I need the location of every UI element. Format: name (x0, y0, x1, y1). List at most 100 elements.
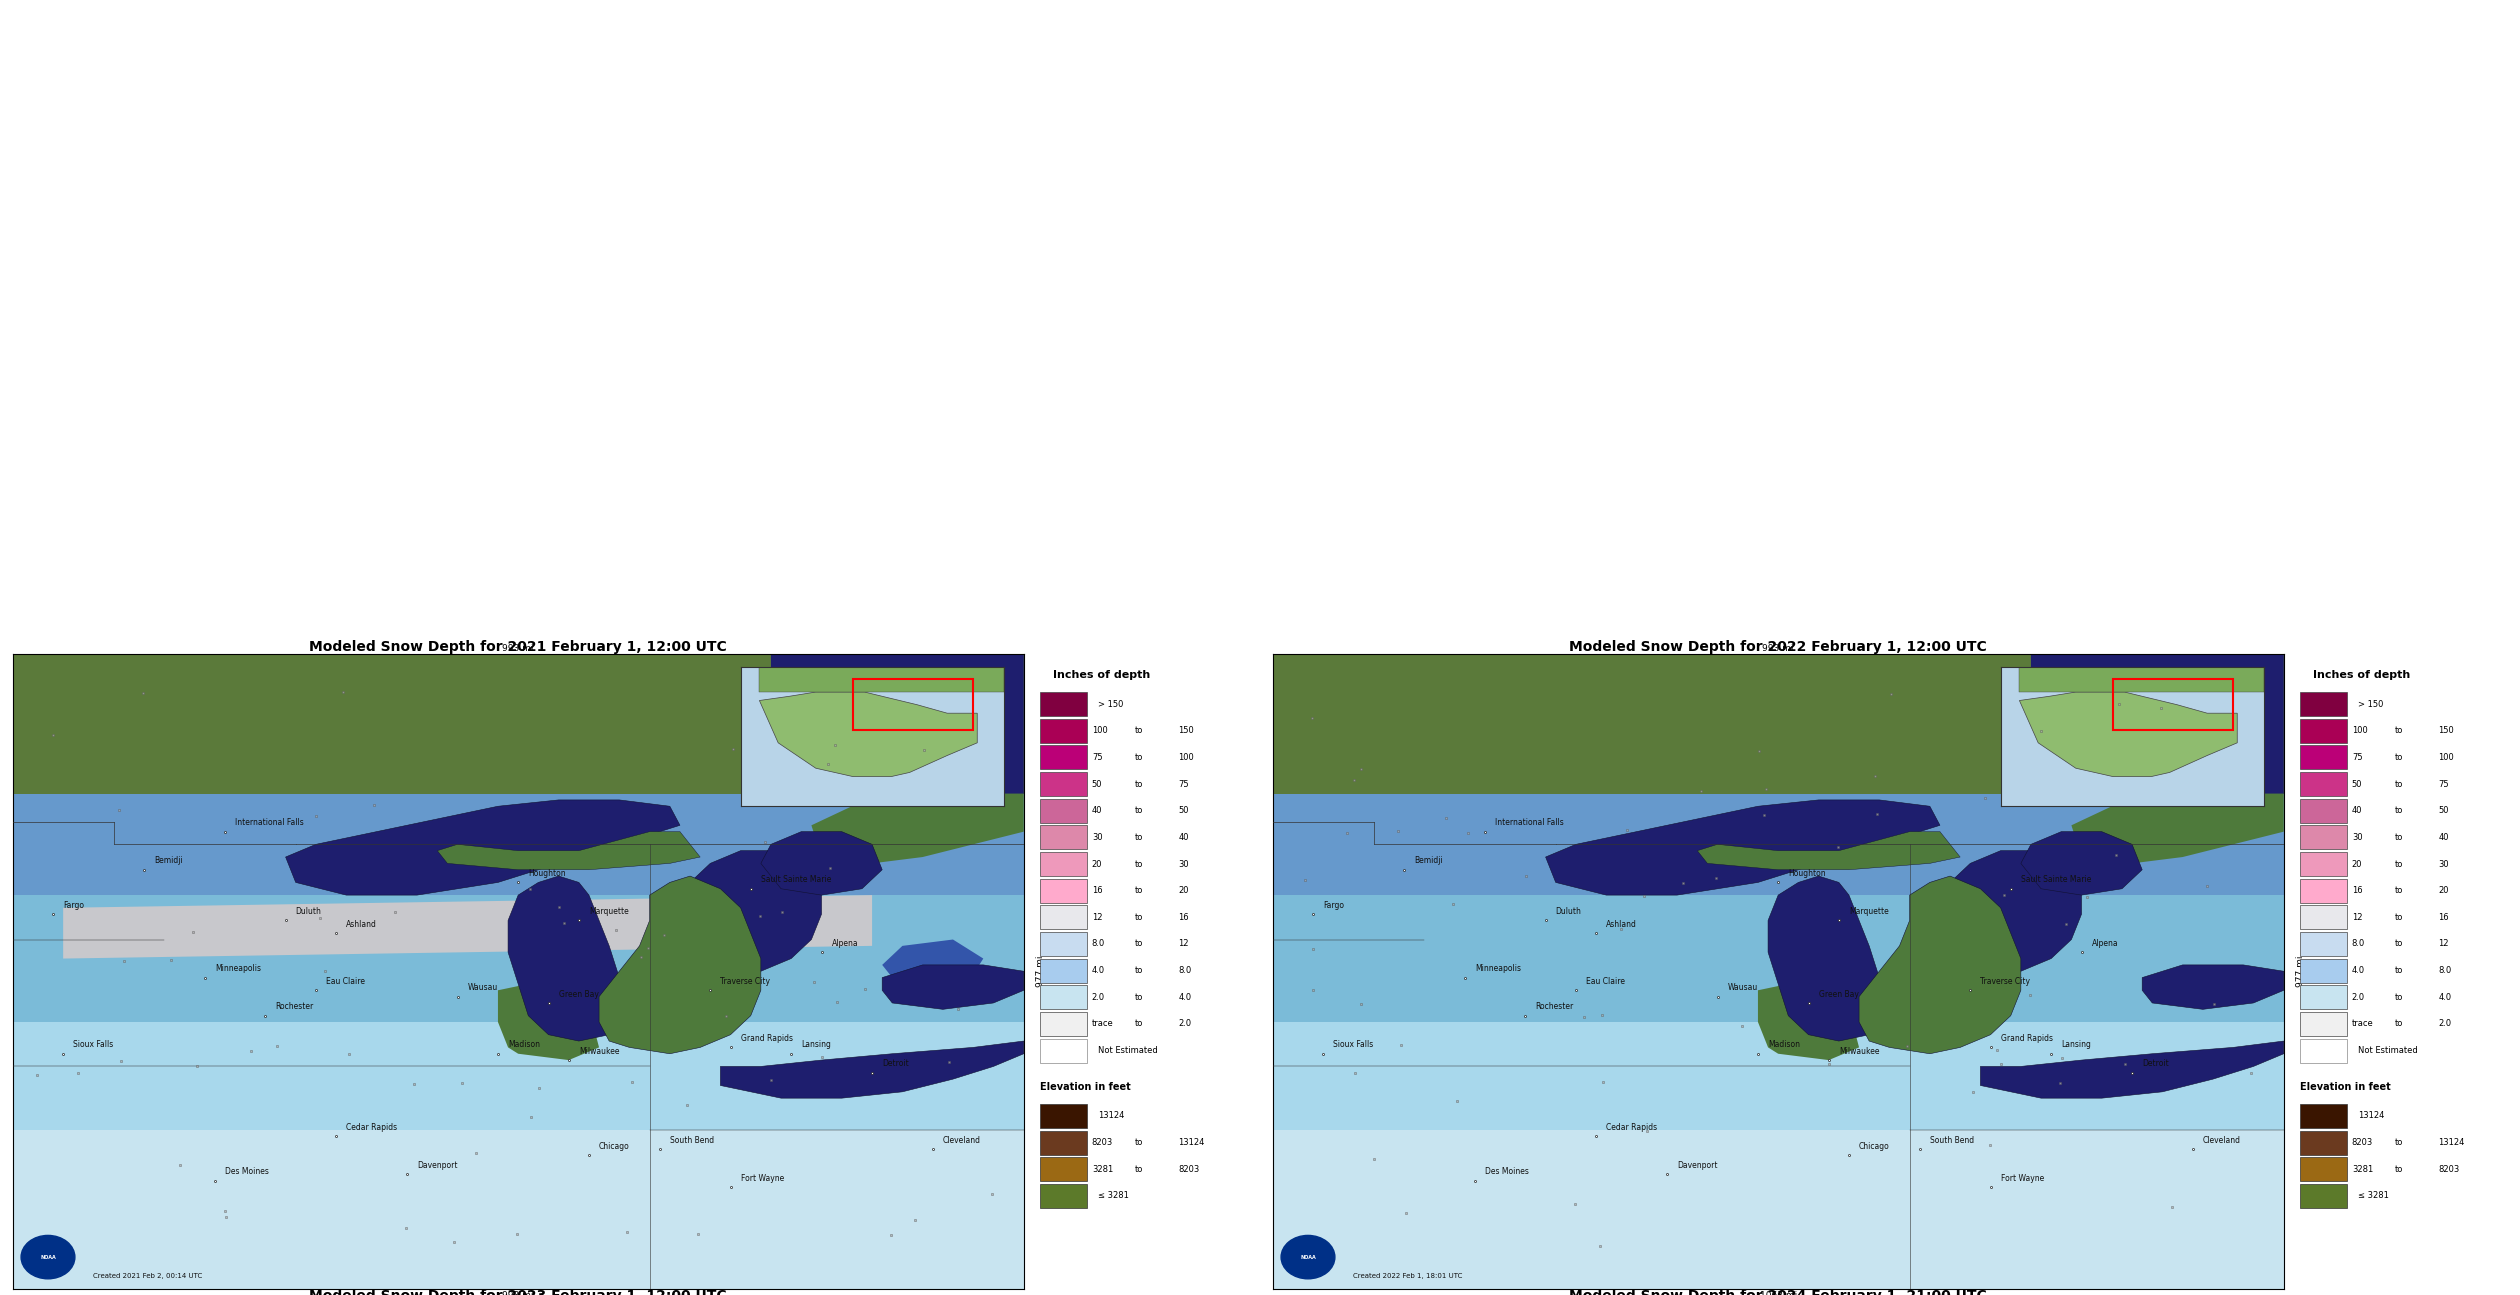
Text: to: to (2394, 780, 2404, 789)
Text: 30: 30 (2439, 860, 2449, 869)
Text: Green Bay: Green Bay (1819, 989, 1857, 998)
FancyBboxPatch shape (2301, 1039, 2349, 1063)
Text: 150: 150 (1179, 726, 1194, 736)
Text: Alpena: Alpena (2092, 939, 2119, 948)
FancyBboxPatch shape (1041, 1011, 1089, 1036)
Text: Wausau: Wausau (1729, 983, 1759, 992)
FancyBboxPatch shape (2301, 958, 2349, 983)
FancyBboxPatch shape (1041, 746, 1089, 769)
Polygon shape (1940, 851, 2082, 971)
Polygon shape (1698, 831, 1961, 870)
Text: 8203: 8203 (1179, 1164, 1200, 1173)
Text: to: to (2394, 726, 2404, 736)
Text: to: to (1134, 913, 1144, 922)
Text: Sault Sainte Marie: Sault Sainte Marie (2021, 875, 2092, 884)
Text: 3281: 3281 (1091, 1164, 1114, 1173)
Text: Minneapolis: Minneapolis (214, 965, 262, 974)
Text: 75: 75 (2439, 780, 2449, 789)
Polygon shape (499, 984, 600, 1061)
FancyBboxPatch shape (2301, 825, 2349, 850)
Text: Fargo: Fargo (1323, 901, 1343, 910)
FancyBboxPatch shape (2301, 1158, 2349, 1181)
Polygon shape (1273, 654, 2283, 794)
FancyBboxPatch shape (1041, 825, 1089, 850)
Text: 30: 30 (1091, 833, 1101, 842)
Text: ≤ 3281: ≤ 3281 (1099, 1191, 1129, 1200)
Text: Milwaukee: Milwaukee (580, 1046, 620, 1055)
Polygon shape (600, 875, 761, 1054)
Text: 8.0: 8.0 (1179, 966, 1192, 975)
Polygon shape (761, 831, 882, 895)
Text: 100: 100 (1179, 752, 1194, 761)
Text: Bemidji: Bemidji (1414, 856, 1444, 865)
Text: to: to (1134, 1164, 1144, 1173)
Text: 8.0: 8.0 (2439, 966, 2452, 975)
Text: 40: 40 (1091, 807, 1101, 816)
Text: to: to (2394, 752, 2404, 761)
Polygon shape (285, 800, 680, 895)
Text: Green Bay: Green Bay (559, 989, 597, 998)
Polygon shape (13, 1022, 1023, 1162)
Polygon shape (771, 654, 1023, 813)
Text: 50: 50 (2439, 807, 2449, 816)
FancyBboxPatch shape (2301, 799, 2349, 822)
Polygon shape (680, 851, 822, 971)
Text: to: to (2394, 913, 2404, 922)
FancyBboxPatch shape (2301, 1184, 2349, 1208)
Text: to: to (1134, 780, 1144, 789)
FancyBboxPatch shape (1041, 852, 1089, 877)
Text: 20: 20 (2439, 886, 2449, 895)
Polygon shape (438, 831, 701, 870)
Text: to: to (1134, 807, 1144, 816)
Text: Madison: Madison (1769, 1040, 1799, 1049)
Text: 12: 12 (1091, 913, 1101, 922)
Text: 40: 40 (2439, 833, 2449, 842)
Text: 20: 20 (1179, 886, 1189, 895)
Title: Modeled Snow Depth for 2021 February 1, 12:00 UTC: Modeled Snow Depth for 2021 February 1, … (310, 640, 728, 654)
Text: to: to (2394, 860, 2404, 869)
Polygon shape (13, 1129, 1023, 1289)
Text: 4.0: 4.0 (2439, 993, 2452, 1002)
Text: trace: trace (2351, 1019, 2374, 1028)
Text: Cedar Rapids: Cedar Rapids (1605, 1123, 1658, 1132)
Text: trace: trace (1091, 1019, 1114, 1028)
FancyBboxPatch shape (1041, 1158, 1089, 1181)
FancyBboxPatch shape (2301, 692, 2349, 716)
Polygon shape (1759, 984, 1860, 1061)
Text: Eau Claire: Eau Claire (1585, 976, 1625, 985)
Text: to: to (2394, 807, 2404, 816)
Polygon shape (509, 875, 620, 1041)
Text: Elevation in feet: Elevation in feet (1041, 1081, 1131, 1092)
Text: 3281: 3281 (2351, 1164, 2374, 1173)
Title: Modeled Snow Depth for 2022 February 1, 12:00 UTC: Modeled Snow Depth for 2022 February 1, … (1570, 640, 1988, 654)
Text: 30: 30 (2351, 833, 2361, 842)
Text: International Falls: International Falls (1494, 818, 1565, 828)
Text: Sioux Falls: Sioux Falls (1333, 1040, 1373, 1049)
Text: International Falls: International Falls (234, 818, 305, 828)
Text: 4.0: 4.0 (1179, 993, 1192, 1002)
Text: Lansing: Lansing (2061, 1040, 2092, 1049)
FancyBboxPatch shape (2301, 1103, 2349, 1128)
Text: 20: 20 (2351, 860, 2361, 869)
FancyBboxPatch shape (1041, 692, 1089, 716)
FancyBboxPatch shape (2301, 905, 2349, 930)
Text: 1063 mi: 1063 mi (1759, 1291, 1797, 1295)
Text: 977 mi: 977 mi (2296, 956, 2306, 987)
Text: 40: 40 (2351, 807, 2361, 816)
Text: Cleveland: Cleveland (942, 1136, 980, 1145)
Polygon shape (63, 895, 872, 958)
Text: 977 mi: 977 mi (1036, 956, 1046, 987)
Text: Rochester: Rochester (275, 1002, 315, 1011)
Polygon shape (721, 1041, 1023, 1098)
Text: to: to (1134, 939, 1144, 948)
Text: Wausau: Wausau (469, 983, 499, 992)
Text: Ashland: Ashland (345, 919, 378, 929)
Text: 2.0: 2.0 (2351, 993, 2364, 1002)
Text: 2.0: 2.0 (2439, 1019, 2452, 1028)
Polygon shape (2031, 654, 2283, 813)
Text: 75: 75 (1179, 780, 1189, 789)
Text: Cedar Rapids: Cedar Rapids (345, 1123, 398, 1132)
Polygon shape (1860, 875, 2021, 1054)
FancyBboxPatch shape (1041, 1039, 1089, 1063)
Text: 30: 30 (1179, 860, 1189, 869)
